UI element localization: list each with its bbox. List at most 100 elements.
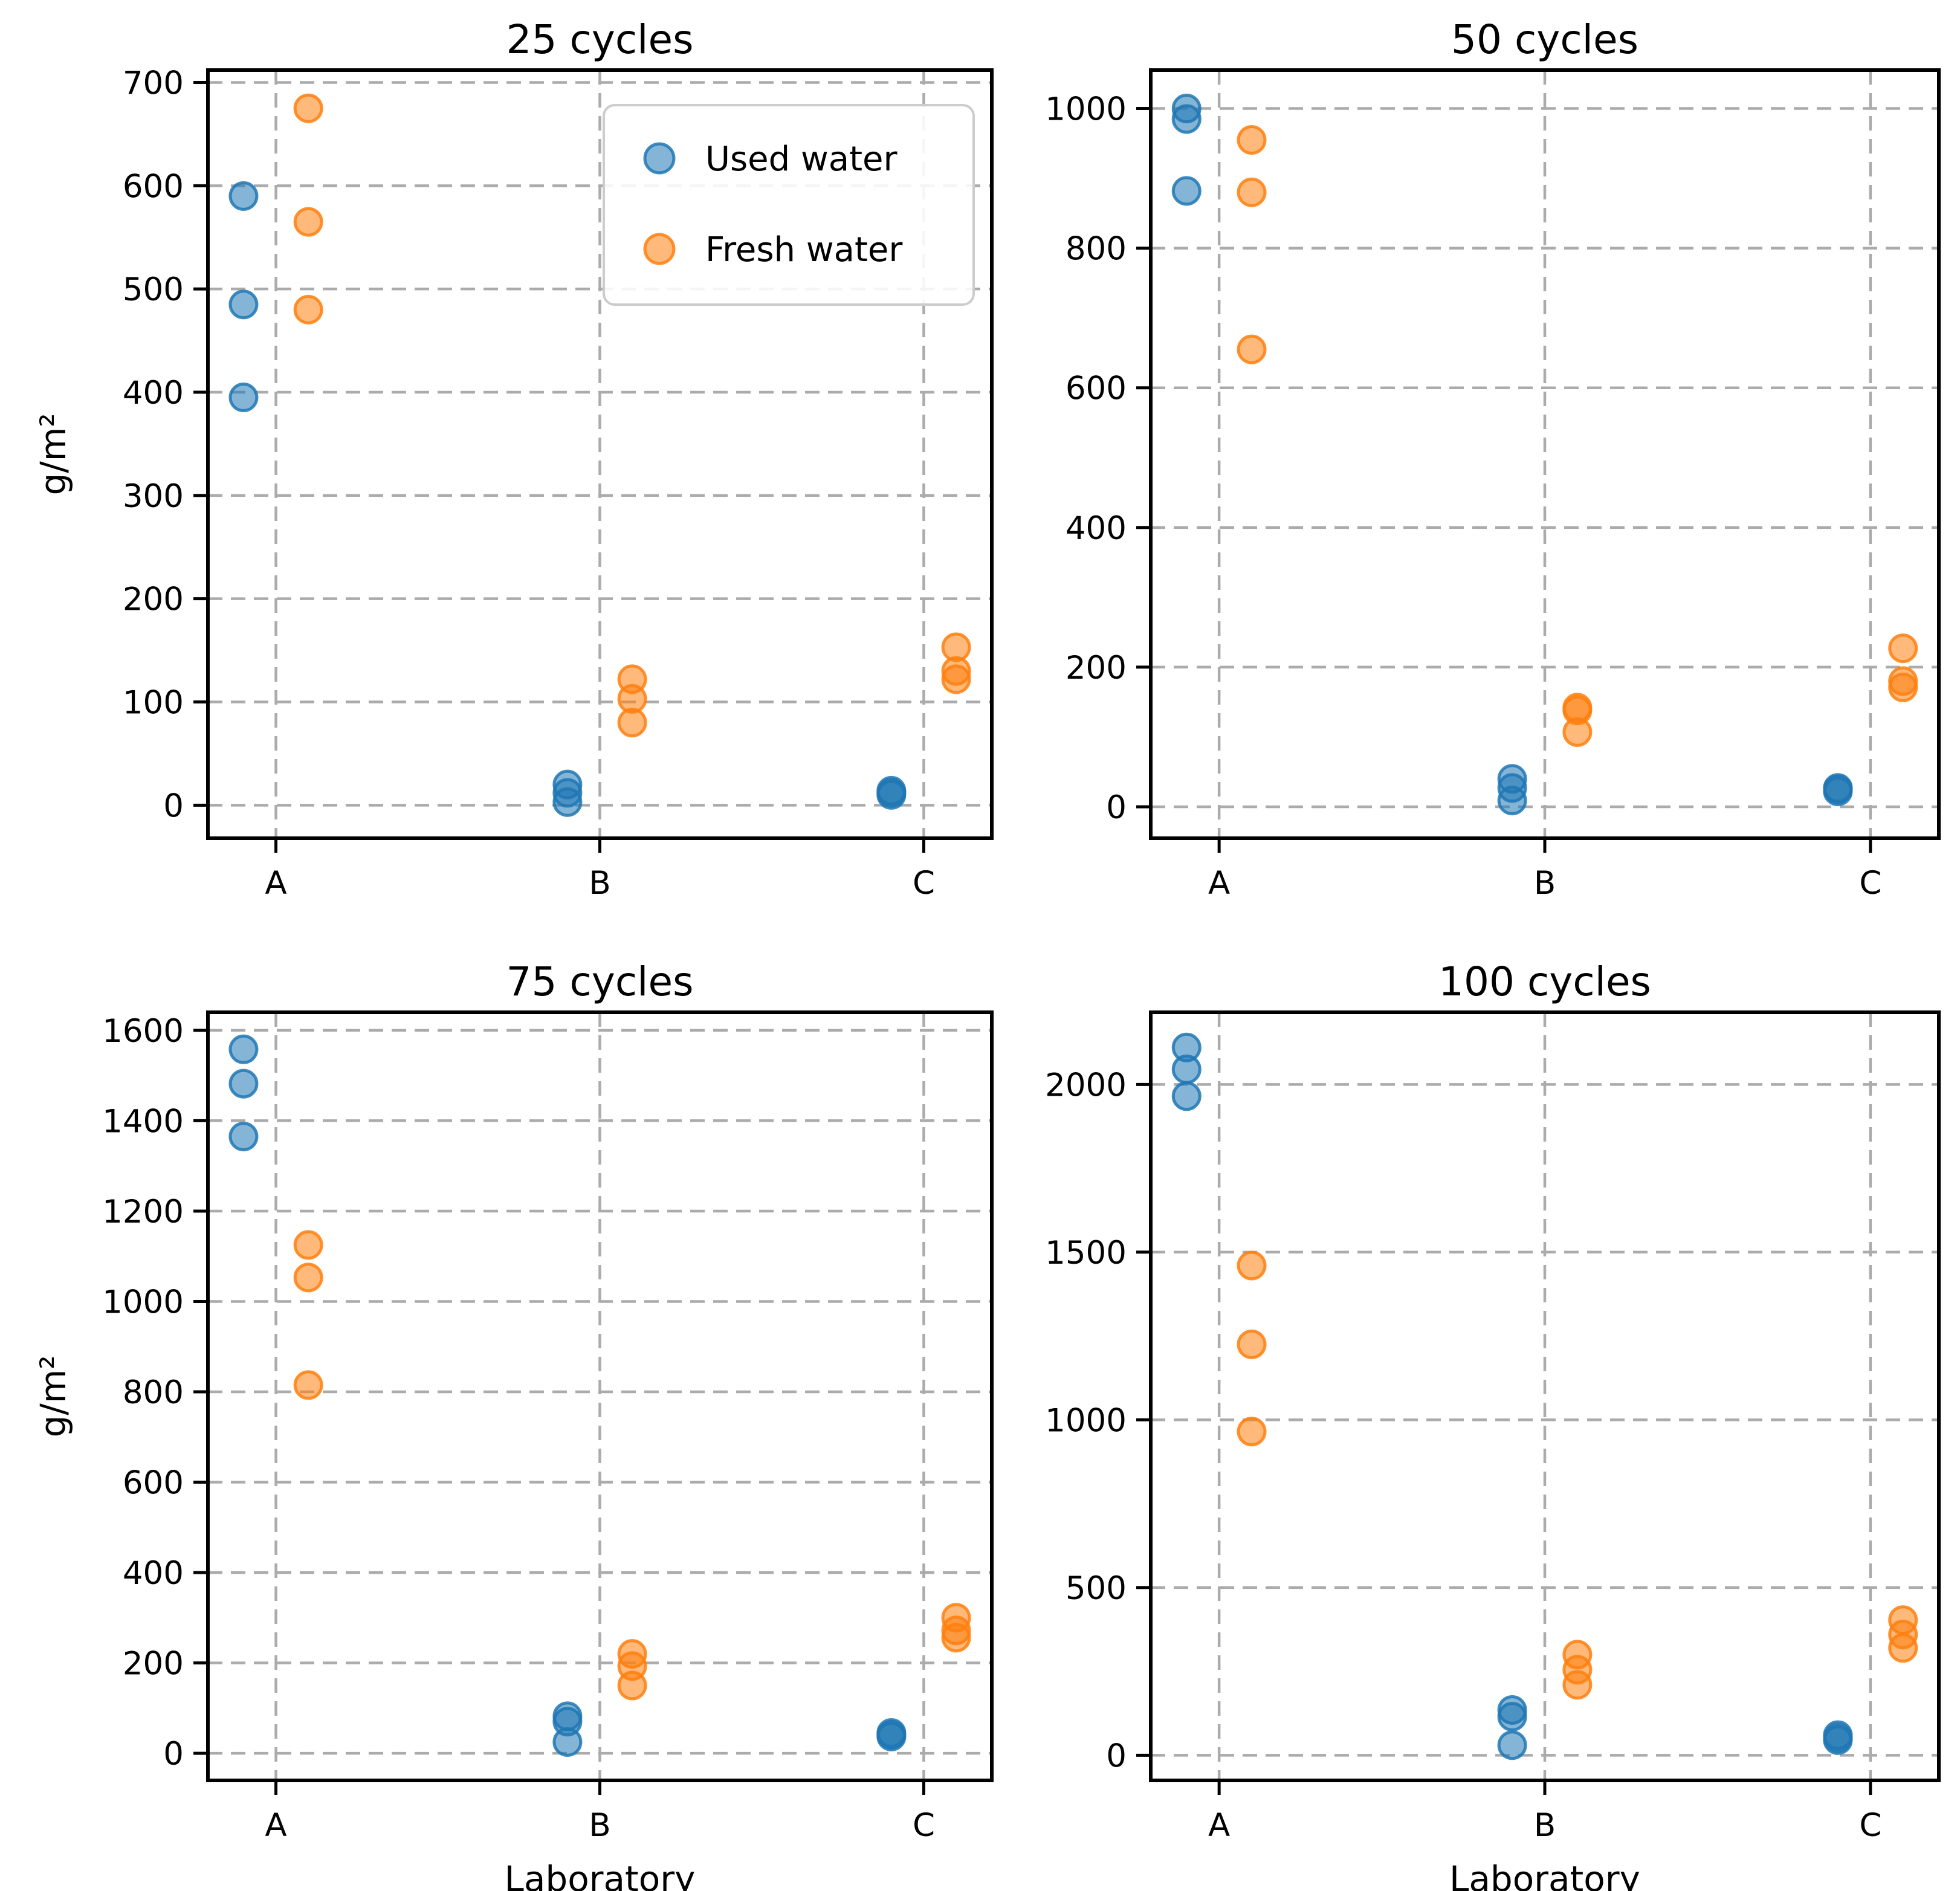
series-fresh-water <box>293 93 971 738</box>
y-axis-label: g/m² <box>33 413 74 495</box>
data-point <box>1171 1054 1202 1084</box>
y-tick-label: 200 <box>123 1646 184 1683</box>
data-point <box>1237 177 1267 207</box>
y-tick-label: 600 <box>123 168 184 205</box>
x-tick-label: A <box>265 1807 286 1844</box>
y-tick-label: 100 <box>123 685 184 722</box>
data-point <box>1562 1670 1593 1700</box>
series-fresh-water <box>293 1230 971 1701</box>
legend-label: Used water <box>705 140 898 179</box>
legend-marker <box>643 233 676 265</box>
data-point <box>293 207 323 237</box>
series-used-water <box>1171 1032 1853 1760</box>
x-tick-label: B <box>1534 1807 1556 1844</box>
data-point <box>293 93 323 123</box>
data-point <box>228 181 259 211</box>
subplot-25-cycles: 0 100 200 300 400 500 600 700 A B C 25 cycles g/m² Us… <box>33 16 994 902</box>
data-point <box>1497 1730 1527 1760</box>
y-tick-label: 1000 <box>1045 91 1127 128</box>
series-used-water <box>1171 94 1853 816</box>
y-tick-label: 800 <box>123 1374 184 1411</box>
data-point <box>1171 176 1202 206</box>
data-point <box>1237 125 1267 155</box>
series-fresh-water <box>1237 125 1918 747</box>
subplot-title: 25 cycles <box>506 16 694 63</box>
data-point <box>1237 1329 1267 1359</box>
y-tick-label: 0 <box>163 1736 184 1773</box>
subplot-50-cycles: 0 200 400 600 800 1000 A B C 50 cycles <box>1045 16 1941 902</box>
data-point <box>876 780 907 810</box>
y-tick-label: 600 <box>123 1465 184 1502</box>
data-point <box>293 1230 323 1260</box>
y-tick-label: 400 <box>123 375 184 412</box>
data-point <box>1823 777 1853 807</box>
series-used-water <box>228 181 907 817</box>
y-tick-label: 1500 <box>1045 1235 1127 1272</box>
data-point <box>552 1727 583 1757</box>
subplot-75-cycles: 0 200 400 600 800 1000 1200 1400 1600 A B C 75 cycle… <box>33 958 994 1891</box>
data-point <box>228 1034 259 1064</box>
data-point <box>1237 1417 1267 1447</box>
series-fresh-water <box>1237 1250 1918 1700</box>
y-tick-label: 500 <box>123 271 184 308</box>
y-tick-label: 2000 <box>1045 1067 1127 1104</box>
x-tick-label: B <box>1534 865 1556 902</box>
data-point <box>1888 633 1918 664</box>
x-tick-label: C <box>913 1807 935 1844</box>
y-tick-label: 400 <box>123 1555 184 1592</box>
x-axis-label: Laboratory <box>505 1858 696 1891</box>
x-axis-label: Laboratory <box>1449 1858 1640 1891</box>
data-point <box>293 294 323 325</box>
y-tick-label: 1600 <box>102 1013 184 1050</box>
data-point <box>1888 672 1918 702</box>
data-point <box>228 383 259 413</box>
subplot-title: 100 cycles <box>1438 958 1651 1005</box>
x-tick-label: B <box>589 865 610 902</box>
x-tick-label: C <box>913 865 935 902</box>
data-point <box>293 1370 323 1400</box>
y-tick-label: 1000 <box>1045 1402 1127 1439</box>
x-tick-label: C <box>1859 865 1881 902</box>
x-tick-label: A <box>1208 1807 1230 1844</box>
y-tick-label: 700 <box>123 65 184 102</box>
y-tick-label: 500 <box>1066 1570 1127 1607</box>
subplot-title: 50 cycles <box>1451 16 1638 63</box>
y-tick-label: 1000 <box>102 1284 184 1320</box>
y-tick-label: 200 <box>1066 650 1127 687</box>
x-tick-label: A <box>1208 865 1230 902</box>
legend-label: Fresh water <box>705 230 903 270</box>
data-point <box>617 1670 647 1701</box>
data-point <box>941 664 971 694</box>
data-point <box>1497 1702 1527 1732</box>
data-point <box>228 1122 259 1152</box>
legend-marker <box>643 142 676 175</box>
data-point <box>1171 1081 1202 1111</box>
data-point <box>1171 104 1202 134</box>
x-tick-label: C <box>1859 1807 1881 1844</box>
data-point <box>1237 334 1267 364</box>
x-tick-label: A <box>265 865 286 902</box>
y-tick-label: 0 <box>1106 1737 1127 1774</box>
subplot-100-cycles: 0 500 1000 1500 2000 A B C 100 cycles Laboratory <box>1045 958 1941 1891</box>
data-point <box>293 1262 323 1293</box>
data-point <box>228 289 259 320</box>
legend-box <box>603 104 975 306</box>
y-tick-label: 400 <box>1066 510 1127 547</box>
data-point <box>876 1721 907 1751</box>
series-used-water <box>228 1034 907 1757</box>
y-tick-label: 0 <box>163 787 184 824</box>
data-point <box>1497 786 1527 816</box>
y-tick-label: 1200 <box>102 1194 184 1230</box>
data-point <box>1823 1725 1853 1755</box>
y-tick-label: 200 <box>123 581 184 618</box>
y-tick-label: 1400 <box>102 1103 184 1140</box>
data-point <box>228 1068 259 1099</box>
y-tick-label: 800 <box>1066 231 1127 268</box>
data-point <box>552 787 583 817</box>
y-tick-label: 600 <box>1066 370 1127 407</box>
data-point <box>1562 717 1593 747</box>
subplot-title: 75 cycles <box>506 958 694 1005</box>
data-point <box>617 708 647 738</box>
